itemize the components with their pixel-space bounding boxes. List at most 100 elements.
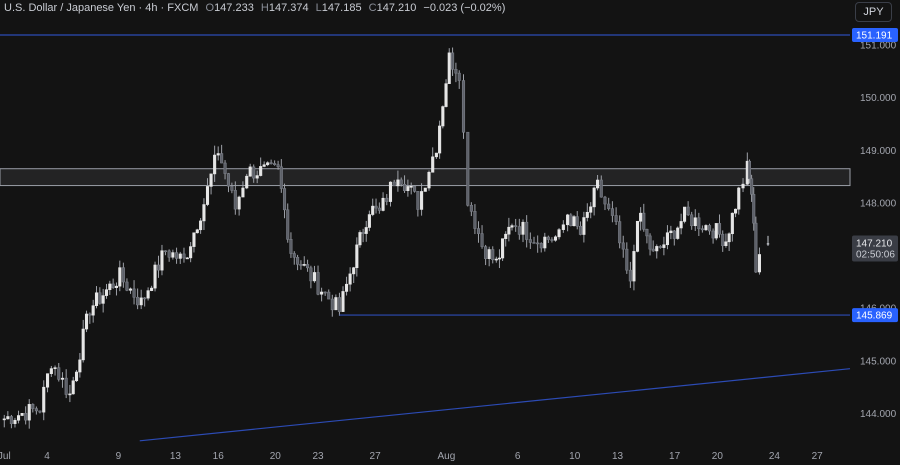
candle[interactable] (557, 228, 561, 240)
candle[interactable] (441, 105, 445, 129)
candle[interactable] (672, 230, 676, 246)
candle[interactable] (480, 225, 484, 249)
candle[interactable] (84, 310, 89, 333)
candle[interactable] (553, 235, 558, 242)
candle[interactable] (737, 186, 741, 215)
candle[interactable] (330, 294, 334, 317)
candle[interactable] (286, 203, 290, 243)
candle[interactable] (341, 286, 345, 312)
candle[interactable] (632, 244, 636, 291)
candle[interactable] (276, 160, 280, 170)
candle[interactable] (416, 191, 420, 217)
trendline[interactable] (139, 368, 851, 442)
candle[interactable] (42, 380, 46, 421)
candle[interactable] (525, 215, 529, 248)
candle[interactable] (163, 250, 167, 256)
candle[interactable] (98, 287, 102, 305)
candle[interactable] (561, 220, 565, 233)
candle[interactable] (444, 79, 448, 108)
candle[interactable] (491, 246, 495, 264)
candle[interactable] (454, 62, 458, 83)
candle[interactable] (248, 163, 252, 177)
candle[interactable] (469, 202, 473, 217)
candle[interactable] (451, 47, 455, 76)
candle[interactable] (94, 286, 99, 309)
candle[interactable] (582, 211, 586, 243)
candle[interactable] (182, 247, 186, 263)
candle[interactable] (536, 235, 540, 253)
candle[interactable] (9, 414, 13, 429)
candle[interactable] (473, 204, 477, 235)
candle[interactable] (487, 246, 491, 267)
candle[interactable] (88, 312, 92, 324)
candle[interactable] (296, 254, 300, 271)
candle[interactable] (171, 249, 175, 260)
candle[interactable] (20, 413, 24, 417)
candle[interactable] (24, 406, 28, 425)
candle[interactable] (572, 215, 576, 227)
candle[interactable] (361, 228, 365, 243)
candle[interactable] (38, 410, 42, 414)
candle[interactable] (628, 261, 632, 288)
candle[interactable] (645, 228, 649, 244)
candle[interactable] (74, 370, 79, 383)
candle[interactable] (57, 363, 61, 382)
candle[interactable] (337, 292, 341, 316)
candle[interactable] (662, 236, 666, 256)
candle[interactable] (510, 223, 514, 231)
candle[interactable] (592, 186, 596, 216)
candle[interactable] (700, 225, 704, 233)
candle[interactable] (532, 236, 536, 244)
candle[interactable] (64, 369, 68, 399)
candle[interactable] (209, 173, 213, 195)
candle[interactable] (233, 181, 237, 215)
candle[interactable] (345, 276, 349, 296)
candle[interactable] (53, 365, 57, 376)
candle[interactable] (108, 280, 112, 295)
candle[interactable] (128, 287, 133, 294)
candle[interactable] (714, 223, 718, 241)
candle[interactable] (192, 232, 196, 253)
candle[interactable] (754, 216, 758, 273)
candle[interactable] (220, 144, 224, 164)
candle[interactable] (367, 210, 371, 232)
candle[interactable] (241, 181, 245, 198)
candle[interactable] (299, 260, 303, 270)
candle[interactable] (6, 411, 10, 420)
candle[interactable] (447, 48, 451, 84)
candle[interactable] (658, 245, 662, 249)
candle[interactable] (60, 372, 65, 388)
candle[interactable] (476, 221, 481, 243)
candle[interactable] (71, 376, 75, 395)
candle[interactable] (262, 161, 266, 168)
candle[interactable] (724, 233, 728, 248)
candle[interactable] (323, 291, 327, 296)
candle[interactable] (409, 182, 413, 195)
candle[interactable] (114, 282, 119, 296)
candle[interactable] (167, 249, 171, 262)
candle[interactable] (578, 221, 583, 236)
candle[interactable] (216, 146, 220, 161)
candle[interactable] (461, 74, 466, 139)
candle[interactable] (259, 157, 263, 177)
candle[interactable] (377, 202, 381, 214)
candle[interactable] (226, 172, 231, 193)
candle[interactable] (484, 244, 488, 266)
candle[interactable] (292, 251, 296, 265)
candle[interactable] (466, 131, 470, 207)
candle[interactable] (185, 256, 189, 260)
candle[interactable] (438, 120, 442, 159)
candle[interactable] (550, 237, 554, 243)
candle[interactable] (316, 265, 320, 296)
candle[interactable] (68, 384, 72, 403)
candle[interactable] (434, 152, 438, 159)
candle[interactable] (599, 175, 603, 198)
candle[interactable] (546, 235, 550, 243)
candle[interactable] (665, 225, 669, 250)
candle[interactable] (202, 198, 206, 231)
candle[interactable] (610, 201, 614, 223)
candle[interactable] (237, 195, 241, 216)
candle[interactable] (690, 211, 694, 230)
candle[interactable] (741, 178, 745, 193)
candle[interactable] (575, 211, 579, 230)
